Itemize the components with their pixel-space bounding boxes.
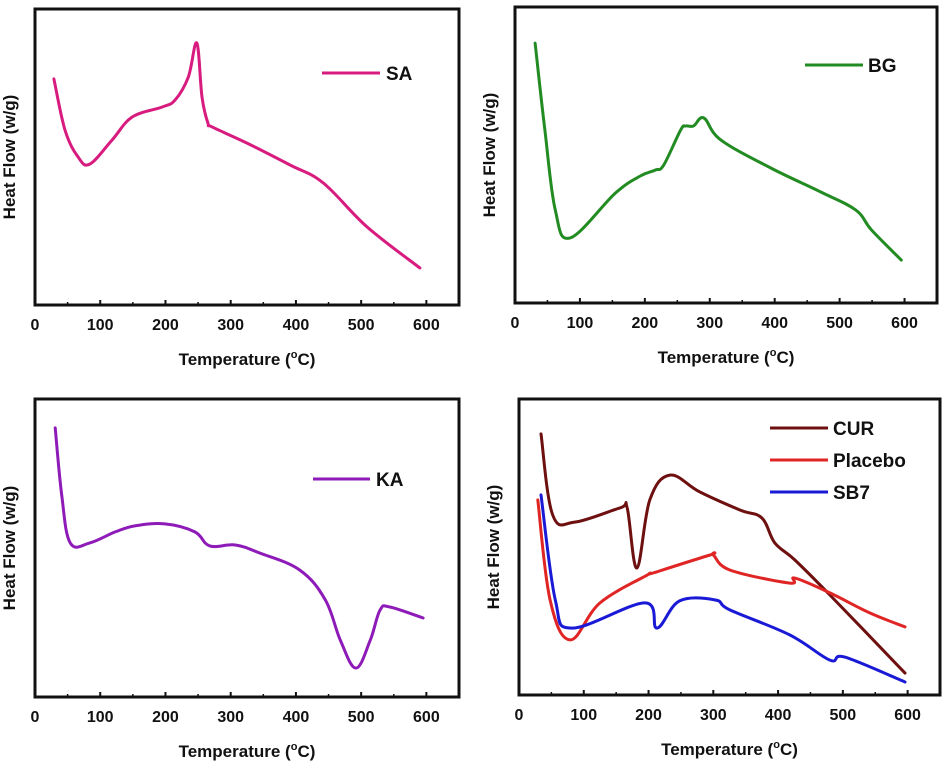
x-tick-label: 500 bbox=[348, 317, 375, 334]
legend-label-placebo: Placebo bbox=[833, 451, 906, 472]
x-axis-title-unit: C) bbox=[776, 348, 794, 367]
x-tick-label: 400 bbox=[283, 709, 310, 726]
x-tick-label: 400 bbox=[761, 315, 788, 332]
y-axis-title: Heat Flow (w/g) bbox=[0, 486, 19, 611]
chart-panel-bottom-left: 0 100 200 300 400 500 600 Temperature (oC) Heat … bbox=[0, 397, 461, 761]
legend-label-cur: CUR bbox=[833, 419, 874, 440]
series-line-bg bbox=[533, 41, 903, 262]
x-tick-label: 500 bbox=[826, 315, 853, 332]
x-axis-title-degree: o bbox=[773, 739, 780, 751]
x-tick-label: 0 bbox=[515, 707, 524, 724]
x-tick-label: 600 bbox=[891, 315, 918, 332]
x-tick-label: 0 bbox=[31, 709, 40, 726]
x-axis-title-main: Temperature ( bbox=[661, 740, 773, 759]
x-tick-label: 100 bbox=[570, 707, 597, 724]
series-line-sa bbox=[52, 41, 422, 270]
x-tick-label: 200 bbox=[152, 709, 179, 726]
x-tick-label: 400 bbox=[283, 317, 310, 334]
x-tick-label: 200 bbox=[635, 707, 662, 724]
x-axis-title: Temperature (oC) bbox=[179, 349, 316, 369]
x-axis-title-main: Temperature ( bbox=[179, 742, 291, 761]
series-line-sb7 bbox=[539, 493, 907, 684]
plot-frame bbox=[517, 397, 942, 697]
x-tick-label: 600 bbox=[894, 707, 921, 724]
chart-panel-top-right: 0 100 200 300 400 500 600 Temperature (oC) Heat … bbox=[480, 5, 939, 367]
series-line-cur bbox=[539, 432, 907, 675]
series-line-ka bbox=[53, 426, 425, 670]
x-tick-label: 500 bbox=[348, 709, 375, 726]
x-axis-title-unit: C) bbox=[780, 740, 798, 759]
x-tick-label: 600 bbox=[413, 317, 440, 334]
x-tick-label: 100 bbox=[567, 315, 594, 332]
x-axis-title-degree: o bbox=[770, 347, 777, 359]
x-tick-label: 300 bbox=[217, 709, 244, 726]
plot-frame bbox=[513, 5, 939, 305]
series-line-placebo bbox=[536, 498, 907, 642]
x-tick-label: 200 bbox=[631, 315, 658, 332]
x-axis-title-degree: o bbox=[291, 741, 298, 753]
x-tick-label: 300 bbox=[700, 707, 727, 724]
x-tick-label: 400 bbox=[765, 707, 792, 724]
legend-label-ka: KA bbox=[376, 470, 404, 491]
plot-frame bbox=[33, 397, 461, 699]
x-tick-label: 100 bbox=[87, 317, 114, 334]
x-axis-title: Temperature (oC) bbox=[661, 739, 798, 759]
x-tick-label: 0 bbox=[31, 317, 40, 334]
x-axis-title: Temperature (oC) bbox=[179, 741, 316, 761]
x-axis-title-unit: C) bbox=[297, 742, 315, 761]
x-tick-label: 600 bbox=[413, 709, 440, 726]
x-axis-title-unit: C) bbox=[297, 350, 315, 369]
x-axis-title-degree: o bbox=[291, 349, 298, 361]
x-tick-label: 200 bbox=[152, 317, 179, 334]
legend-label-sb7: SB7 bbox=[833, 483, 870, 504]
chart-panel-bottom-right: 0 100 200 300 400 500 600 Temperature (oC) Heat … bbox=[484, 397, 942, 759]
y-axis-title: Heat Flow (w/g) bbox=[0, 95, 19, 220]
x-tick-label: 300 bbox=[696, 315, 723, 332]
plot-frame bbox=[33, 7, 461, 307]
x-tick-label: 500 bbox=[829, 707, 856, 724]
y-axis-title: Heat Flow (w/g) bbox=[484, 485, 503, 610]
legend-label-bg: BG bbox=[868, 56, 897, 77]
y-axis-title: Heat Flow (w/g) bbox=[480, 93, 499, 218]
x-axis-title-main: Temperature ( bbox=[179, 350, 291, 369]
x-tick-label: 0 bbox=[511, 315, 520, 332]
x-tick-label: 300 bbox=[217, 317, 244, 334]
x-tick-label: 100 bbox=[87, 709, 114, 726]
chart-panel-top-left: 0 100 200 300 400 500 600 Temperature (oC) Heat … bbox=[0, 7, 461, 369]
x-axis-title: Temperature (oC) bbox=[658, 347, 795, 367]
legend-label-sa: SA bbox=[386, 64, 413, 85]
x-axis-title-main: Temperature ( bbox=[658, 348, 770, 367]
